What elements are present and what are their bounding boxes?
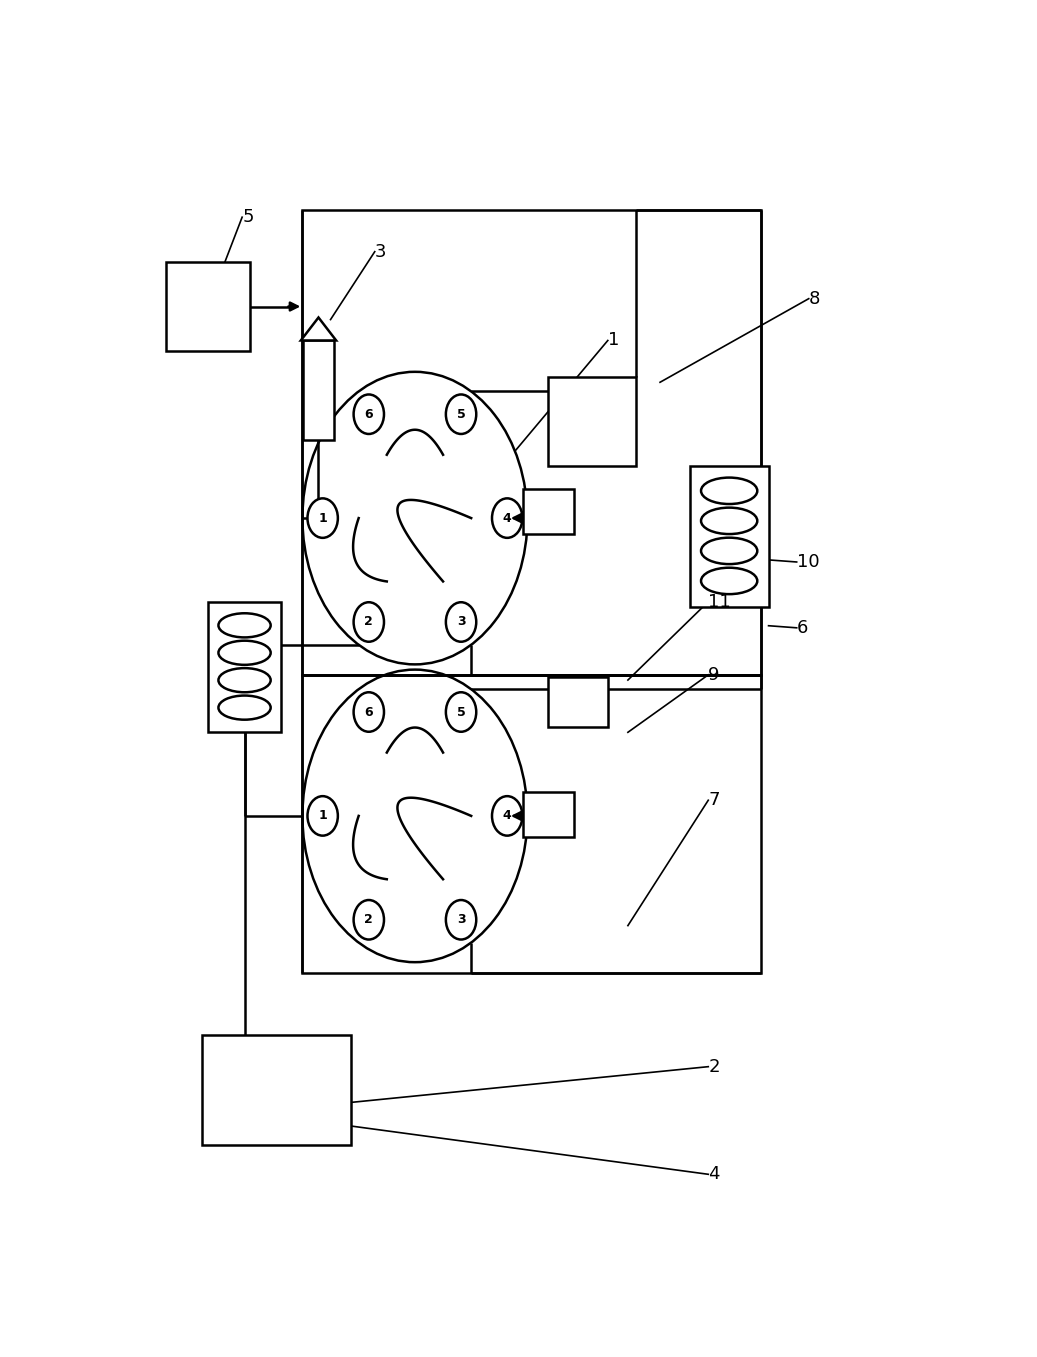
Circle shape [354, 603, 384, 642]
Text: 11: 11 [708, 593, 731, 611]
Bar [548, 677, 608, 727]
Text: 4: 4 [503, 512, 511, 525]
Ellipse shape [701, 567, 757, 594]
Circle shape [492, 797, 523, 836]
Bar [202, 1035, 351, 1145]
Text: 5: 5 [456, 407, 466, 421]
Circle shape [303, 669, 528, 962]
Text: 6: 6 [364, 407, 373, 421]
Circle shape [308, 797, 338, 836]
Bar [208, 601, 281, 733]
Bar [524, 489, 574, 533]
Circle shape [354, 692, 384, 731]
Circle shape [492, 498, 523, 537]
Bar [303, 210, 760, 674]
Text: 5: 5 [243, 208, 254, 227]
Bar [166, 262, 250, 351]
Circle shape [354, 395, 384, 434]
Ellipse shape [701, 508, 757, 535]
Circle shape [354, 900, 384, 939]
Text: 1: 1 [318, 512, 327, 525]
Text: 1: 1 [608, 331, 619, 350]
Circle shape [446, 395, 476, 434]
Bar [524, 792, 574, 837]
Text: 6: 6 [796, 619, 808, 636]
Text: 3: 3 [456, 913, 466, 927]
Circle shape [446, 603, 476, 642]
Text: 3: 3 [374, 243, 386, 261]
Bar [303, 341, 334, 440]
Text: 3: 3 [456, 616, 466, 628]
Text: 7: 7 [708, 791, 720, 809]
Ellipse shape [701, 478, 757, 503]
Circle shape [303, 372, 528, 665]
Text: 2: 2 [364, 616, 373, 628]
Bar [548, 377, 636, 465]
Circle shape [446, 692, 476, 731]
Text: 4: 4 [708, 1166, 720, 1183]
Text: 5: 5 [456, 706, 466, 718]
Circle shape [446, 900, 476, 939]
Ellipse shape [701, 537, 757, 565]
Ellipse shape [219, 641, 271, 665]
Text: 2: 2 [708, 1057, 720, 1076]
Text: 1: 1 [318, 809, 327, 822]
Text: 10: 10 [796, 554, 819, 571]
Text: 2: 2 [364, 913, 373, 927]
Ellipse shape [219, 613, 271, 638]
Text: 9: 9 [708, 666, 720, 684]
Ellipse shape [219, 696, 271, 719]
Text: 6: 6 [364, 706, 373, 718]
Polygon shape [301, 318, 336, 341]
Text: 8: 8 [809, 289, 820, 308]
Text: 4: 4 [503, 809, 511, 822]
Circle shape [308, 498, 338, 537]
Bar [303, 674, 760, 973]
Bar [690, 465, 768, 607]
Ellipse shape [219, 668, 271, 692]
